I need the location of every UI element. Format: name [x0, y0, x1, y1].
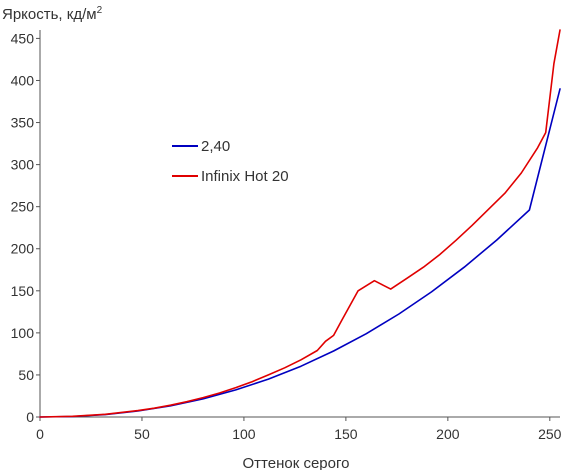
y-axis-title: Яркость, кд/м2 [2, 5, 103, 23]
y-tick-label: 250 [11, 199, 35, 215]
svg-text:Яркость, кд/м2: Яркость, кд/м2 [2, 5, 103, 23]
y-tick-label: 200 [11, 241, 35, 257]
x-tick-label: 250 [538, 426, 562, 442]
x-axis-title: Оттенок серого [243, 455, 350, 470]
x-tick-label: 200 [436, 426, 460, 442]
y-tick-label: 150 [11, 283, 35, 299]
legend-label-1: Infinix Hot 20 [201, 168, 289, 185]
legend: 2,40 Infinix Hot 20 [172, 138, 289, 185]
x-tick-label: 150 [334, 426, 358, 442]
x-axis-ticks: 0 50 100 150 200 250 [36, 417, 562, 442]
y-tick-label: 400 [11, 72, 35, 88]
y-tick-label: 300 [11, 157, 35, 173]
series-line-0 [39, 88, 561, 418]
y-tick-label: 350 [11, 115, 35, 131]
legend-label-0: 2,40 [201, 138, 230, 155]
y-axis-title-superscript: 2 [97, 5, 103, 16]
plot-series [39, 29, 561, 418]
x-tick-label: 0 [36, 426, 44, 442]
axes [39, 30, 560, 418]
series-line-1 [39, 29, 561, 418]
y-tick-label: 50 [18, 367, 34, 383]
y-axis-title-text: Яркость, кд/м [2, 6, 97, 23]
y-tick-label: 450 [11, 30, 35, 46]
x-tick-label: 50 [134, 426, 150, 442]
x-tick-label: 100 [232, 426, 256, 442]
y-axis-ticks: 0 50 100 150 200 250 300 350 400 450 [11, 30, 40, 425]
y-tick-label: 100 [11, 325, 35, 341]
y-tick-label: 0 [26, 409, 34, 425]
